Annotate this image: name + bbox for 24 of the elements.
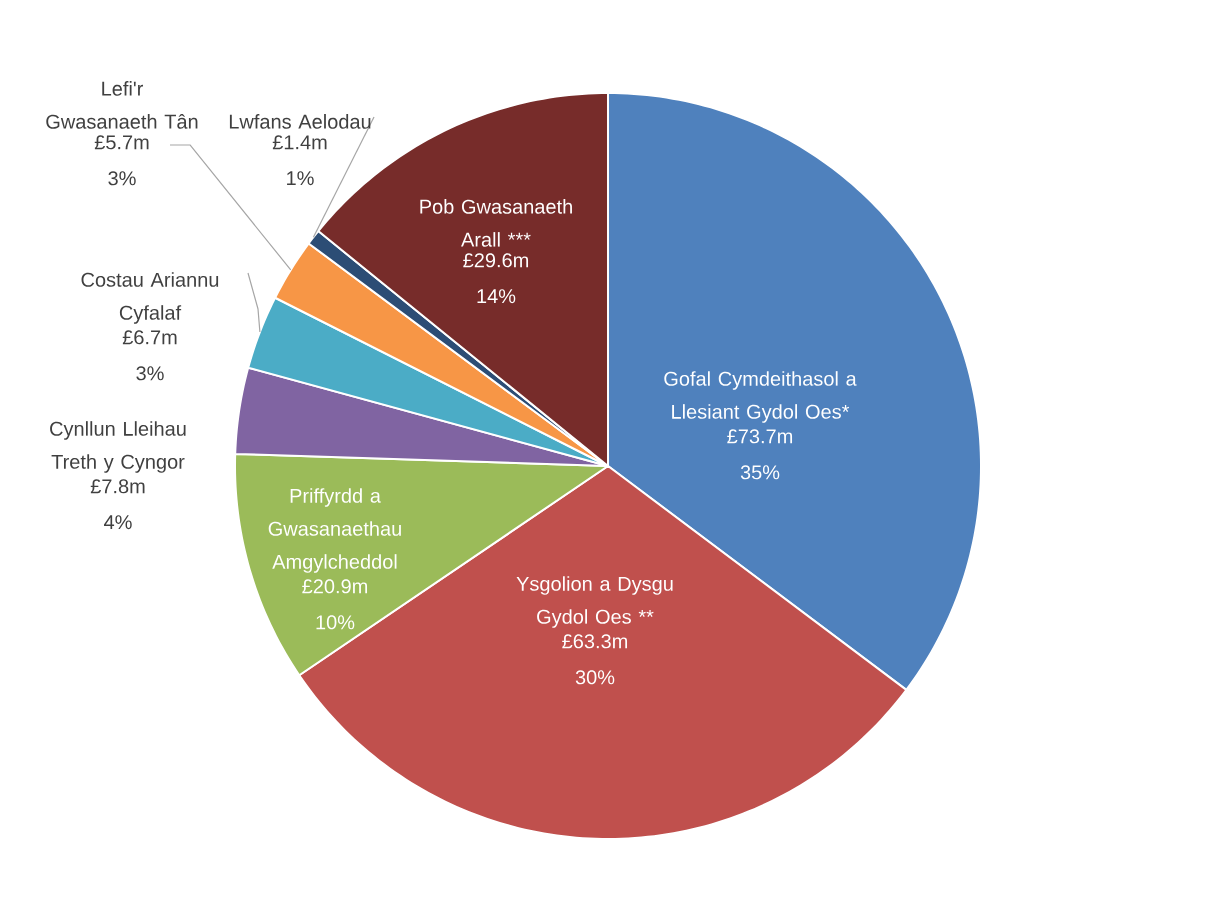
data-label: £7.8m: [90, 479, 145, 494]
slice-label: Cynllun Lleihau Treth y Cyngor: [50, 421, 186, 473]
slice-label: Costau Ariannu Cyfalaf: [81, 272, 219, 324]
slice-label: Lefi'r Gwasanaeth Tân: [46, 81, 198, 129]
slice-label: Pob Gwasanaeth Arall ***: [420, 199, 572, 247]
slice-label: Lwfans Aelodau: [229, 114, 371, 129]
slice-label: Gofal Cymdeithasol a Llesiant Gydol Oes*: [664, 371, 857, 423]
data-label: £29.6m: [463, 253, 529, 268]
data-label: £73.7m: [727, 429, 793, 444]
text: 14%: [477, 289, 516, 304]
data-label: £6.7m: [122, 330, 177, 345]
slice-label: Ysgolion a Dysgu Gydol Oes **: [516, 576, 673, 628]
text: 35%: [740, 465, 780, 480]
data-label: £20.9m: [302, 579, 368, 594]
text: 30%: [575, 670, 615, 685]
text: 3%: [136, 366, 164, 381]
text: 10%: [316, 615, 355, 630]
text: 4%: [104, 515, 132, 530]
data-label: £63.3m: [562, 634, 628, 649]
text: 1%: [287, 171, 314, 186]
data-label: £5.7m: [94, 135, 149, 150]
text: 3%: [108, 171, 136, 186]
slice-label: Priffyrdd a Gwasanaethau Amgylcheddol: [268, 488, 401, 573]
data-label: £1.4m: [272, 135, 327, 150]
